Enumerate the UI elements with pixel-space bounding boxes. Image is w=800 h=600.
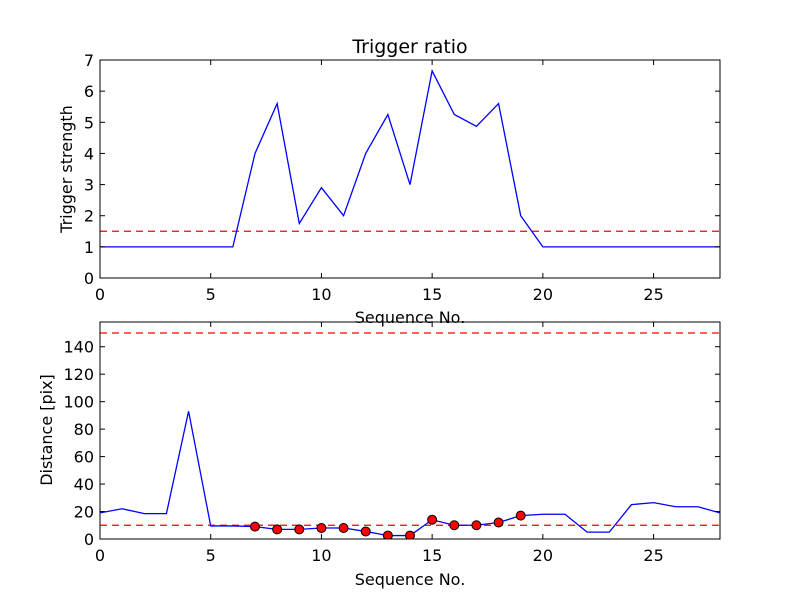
x-tick-label: 10: [311, 546, 331, 565]
x-tick-label: 15: [422, 546, 442, 565]
data-point-12: [516, 511, 525, 520]
x-tick-label: 10: [311, 285, 331, 304]
y-tick-label: 7: [84, 51, 94, 70]
y-tick-label: 120: [63, 365, 94, 384]
y-tick-label: 100: [63, 393, 94, 412]
data-point-8: [428, 515, 437, 524]
data-point-9: [450, 521, 459, 530]
x-tick-label: 15: [422, 285, 442, 304]
top-panel-title: Trigger ratio: [351, 36, 467, 58]
y-tick-label: 3: [84, 176, 94, 195]
y-tick-label: 1: [84, 238, 94, 257]
y-tick-label: 0: [84, 269, 94, 288]
figure: Trigger ratio 0 5 10 15 20 25 0 1 2 3 4 5 6 7 Sequenc…: [0, 0, 800, 600]
x-tick-label: 25: [643, 546, 663, 565]
data-point-0: [251, 522, 260, 531]
x-tick-label: 5: [206, 546, 216, 565]
x-tick-label: 0: [95, 285, 105, 304]
y-tick-label: 4: [84, 144, 94, 163]
bottom-y-axis-label: Distance [pix]: [37, 374, 56, 486]
x-tick-label: 20: [533, 285, 553, 304]
data-point-4: [339, 524, 348, 533]
x-tick-label: 5: [206, 285, 216, 304]
data-point-5: [361, 527, 370, 536]
y-tick-label: 60: [74, 448, 94, 467]
y-tick-label: 2: [84, 207, 94, 226]
y-tick-label: 80: [74, 420, 94, 439]
data-point-11: [494, 518, 503, 527]
data-point-10: [472, 521, 481, 530]
y-tick-label: 5: [84, 113, 94, 132]
y-tick-label: 40: [74, 475, 94, 494]
x-tick-label: 20: [533, 546, 553, 565]
x-tick-label: 0: [95, 546, 105, 565]
y-tick-label: 6: [84, 82, 94, 101]
data-point-1: [273, 525, 282, 534]
x-tick-label: 25: [643, 285, 663, 304]
y-tick-label: 20: [74, 503, 94, 522]
top-y-axis-label: Trigger strength: [57, 105, 76, 234]
y-tick-label: 140: [63, 338, 94, 357]
top-x-axis-label: Sequence No.: [355, 308, 466, 327]
y-tick-label: 0: [84, 530, 94, 549]
data-point-2: [295, 525, 304, 534]
data-point-3: [317, 524, 326, 533]
figure-background: [0, 0, 800, 600]
bottom-x-axis-label: Sequence No.: [355, 570, 466, 589]
